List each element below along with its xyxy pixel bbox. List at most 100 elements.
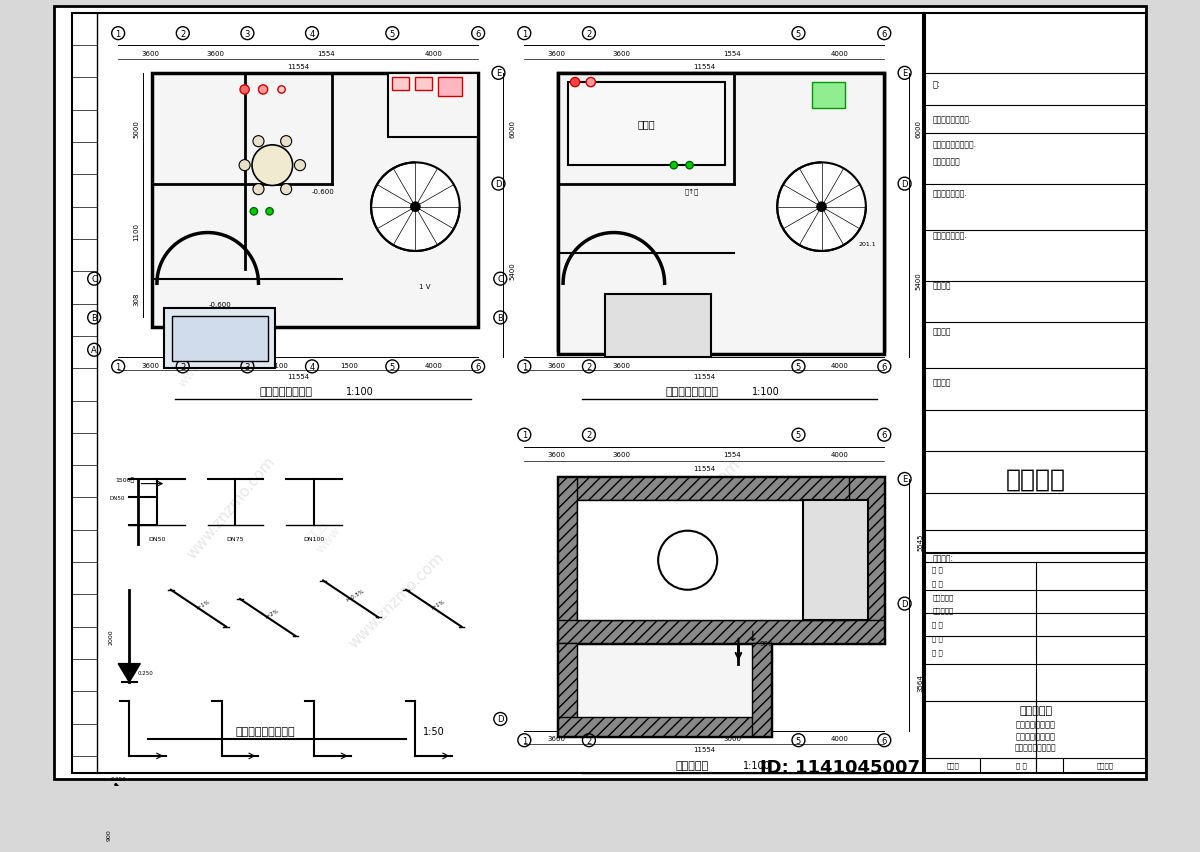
Text: 二层给排水平面图: 二层给排水平面图 [666,387,719,397]
Text: 方 图: 方 图 [932,579,943,586]
Circle shape [294,160,306,171]
Text: i=1%: i=1% [196,598,211,610]
Text: 5: 5 [390,362,395,371]
Text: ~: ~ [182,333,192,343]
Text: 0.250: 0.250 [110,776,126,781]
Text: D: D [901,600,908,608]
Text: 4000: 4000 [425,50,443,56]
Text: 1100: 1100 [133,222,139,240]
Text: 4: 4 [310,362,314,371]
Text: www.znzmo.com: www.znzmo.com [347,549,448,650]
Circle shape [281,184,292,195]
Bar [558,643,577,736]
Bar [605,295,710,358]
Text: DN75: DN75 [227,537,244,542]
Text: 水质符合现场标准.: 水质符合现场标准. [932,115,972,124]
Text: 工程做法: 工程做法 [932,327,950,337]
Text: 3: 3 [245,30,250,38]
Text: 4000: 4000 [832,50,848,56]
Circle shape [253,184,264,195]
Text: DN50: DN50 [149,537,166,542]
Text: C: C [91,275,97,284]
Text: 5: 5 [796,430,802,440]
Text: www.znzmo.com: www.znzmo.com [347,226,448,327]
Text: 5: 5 [796,736,802,745]
Bar [803,501,868,620]
Text: 3600: 3600 [142,362,160,368]
Text: 1:100: 1:100 [752,387,780,397]
Text: 上↑下: 上↑下 [685,188,700,195]
Text: 2: 2 [587,430,592,440]
Text: 3: 3 [245,362,250,371]
Text: 3600: 3600 [547,50,565,56]
Text: 一层给排水平面图: 一层给排水平面图 [1015,719,1056,728]
Text: 消防给排水标准.: 消防给排水标准. [932,231,967,239]
Text: 3600: 3600 [547,735,565,741]
Bar [850,478,884,643]
Text: www.znzmo.com: www.znzmo.com [162,134,263,235]
Text: 1554: 1554 [724,50,740,56]
Text: 1: 1 [522,362,527,371]
Circle shape [371,164,460,251]
Bar [388,74,478,138]
Text: 4000: 4000 [832,735,848,741]
Text: 专项负责人: 专项负责人 [932,607,954,613]
Text: 3600: 3600 [142,50,160,56]
Text: 图纸仅供参考: 图纸仅供参考 [932,157,960,166]
Text: A: A [91,346,97,354]
Text: 3600: 3600 [612,452,630,458]
Text: 知乎网
www: 知乎网 www [164,348,205,389]
Text: 11554: 11554 [287,64,310,71]
Text: 3000: 3000 [722,735,740,741]
Text: 工程做法: 工程做法 [932,281,950,291]
Bar [558,74,884,350]
Text: 0.250: 0.250 [138,671,154,676]
Bar [558,643,770,736]
Text: 6000: 6000 [916,120,922,138]
Text: 1:100: 1:100 [346,387,374,397]
Text: 工程做法: 工程做法 [932,378,950,387]
Text: 6: 6 [475,362,481,371]
Circle shape [410,203,420,212]
Text: 2100: 2100 [271,362,289,368]
Text: 卫生间给排水结构图: 卫生间给排水结构图 [1015,742,1056,751]
Polygon shape [118,664,140,682]
Text: ID: 1141045007: ID: 1141045007 [760,758,920,776]
Text: 3600: 3600 [206,362,224,368]
Text: 6: 6 [882,30,887,38]
Text: 方 图: 方 图 [932,635,943,642]
Text: B: B [497,314,503,323]
Text: C: C [497,275,503,284]
Text: 方 案: 方 案 [932,566,943,573]
Text: 6: 6 [882,430,887,440]
Text: DN50: DN50 [109,495,125,500]
Text: 棄井别墅: 棄井别墅 [1006,468,1066,492]
Text: 复 核: 复 核 [932,621,943,627]
Text: 5: 5 [796,362,802,371]
Text: 5: 5 [390,30,395,38]
Circle shape [258,86,268,95]
Text: 业务内容:: 业务内容: [932,553,953,562]
Text: 5000: 5000 [133,120,139,138]
Text: 1: 1 [522,430,527,440]
Text: 1500: 1500 [340,362,358,368]
Text: i=2%: i=2% [265,607,280,619]
Text: 900: 900 [107,828,112,840]
Text: D: D [496,180,502,189]
Text: ~: ~ [210,333,220,343]
Bar [392,78,409,91]
Text: 1: 1 [522,736,527,745]
Text: 6000: 6000 [509,120,515,138]
Text: 消防给排水标准.: 消防给排水标准. [932,189,967,199]
Text: 1554: 1554 [317,50,335,56]
Text: ~: ~ [238,333,247,343]
Text: 2: 2 [587,736,592,745]
Text: E: E [902,475,907,484]
Text: 6: 6 [882,362,887,371]
Bar [152,74,478,327]
Text: 3600: 3600 [612,362,630,368]
Text: B: B [91,314,97,323]
Text: 308: 308 [133,292,139,306]
Circle shape [586,78,595,88]
Text: 制 图: 制 图 [932,648,943,655]
